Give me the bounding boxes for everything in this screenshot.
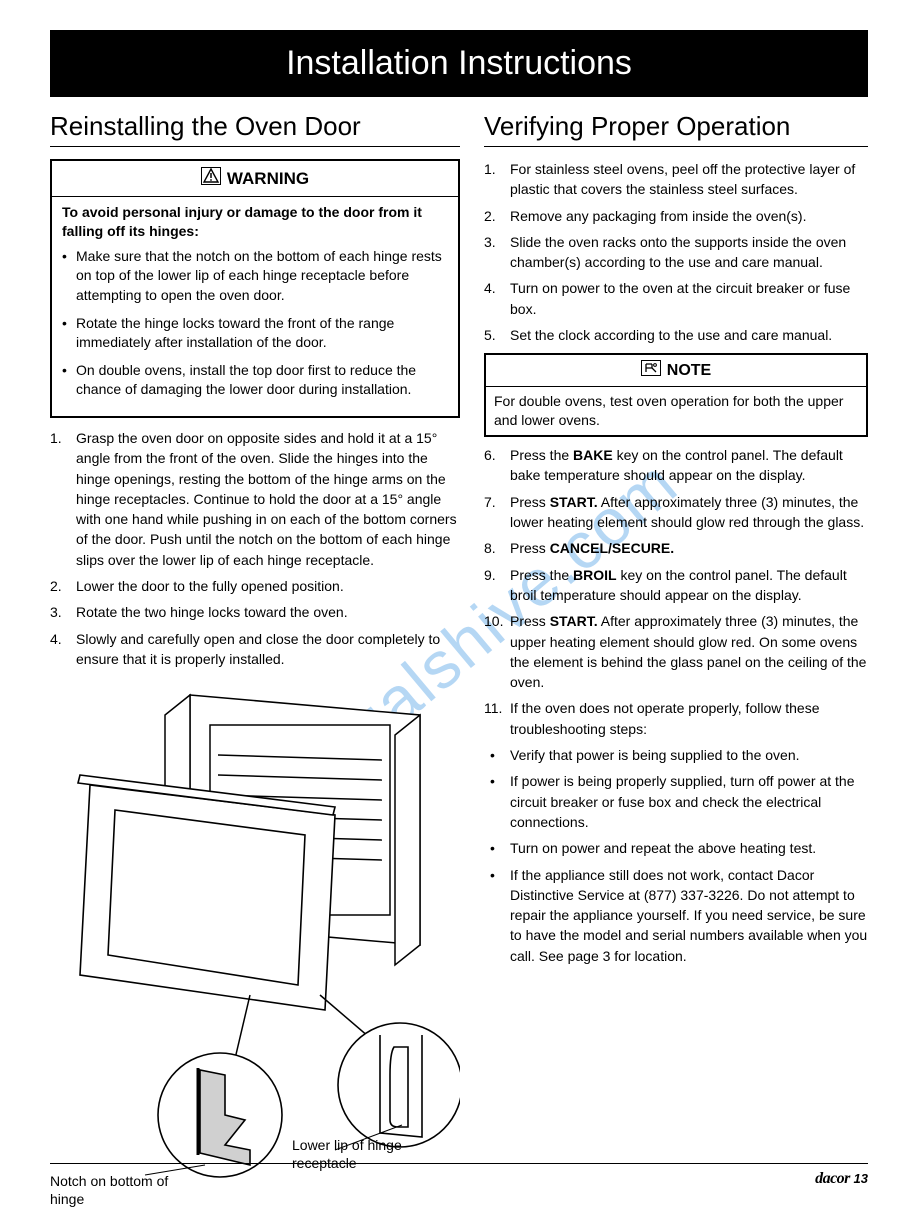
warning-item: Make sure that the notch on the bottom o… xyxy=(62,247,448,306)
step-item: Rotate the two hinge locks toward the ov… xyxy=(50,602,460,622)
step-item: Press the BROIL key on the control panel… xyxy=(484,565,868,606)
step-item: Lower the door to the fully opened posit… xyxy=(50,576,460,596)
left-steps: Grasp the oven door on opposite sides an… xyxy=(50,428,460,669)
bullet-item: If power is being properly supplied, tur… xyxy=(484,771,868,832)
right-column: Verifying Proper Operation For stainless… xyxy=(484,111,868,1195)
page-number: 13 xyxy=(854,1171,868,1186)
step-item: Press START. After approximately three (… xyxy=(484,611,868,692)
step-item: Slowly and carefully open and close the … xyxy=(50,629,460,670)
warning-box: WARNING To avoid personal injury or dama… xyxy=(50,159,460,418)
troubleshoot-bullets: Verify that power is being supplied to t… xyxy=(484,745,868,966)
bullet-item: Verify that power is being supplied to t… xyxy=(484,745,868,765)
note-box: NOTE For double ovens, test oven operati… xyxy=(484,353,868,437)
page-header: Installation Instructions xyxy=(50,30,868,97)
page-footer: dacor 13 xyxy=(50,1163,868,1188)
step-item: Slide the oven racks onto the supports i… xyxy=(484,232,868,273)
step-item: Grasp the oven door on opposite sides an… xyxy=(50,428,460,570)
right-steps-b: Press the BAKE key on the control panel.… xyxy=(484,445,868,739)
warning-item: On double ovens, install the top door fi… xyxy=(62,361,448,400)
note-body: For double ovens, test oven operation fo… xyxy=(486,387,866,435)
warning-intro: To avoid personal injury or damage to th… xyxy=(52,197,458,243)
note-header: NOTE xyxy=(486,355,866,387)
step-item: Turn on power to the oven at the circuit… xyxy=(484,278,868,319)
step-item: Press START. After approximately three (… xyxy=(484,492,868,533)
warning-item: Rotate the hinge locks toward the front … xyxy=(62,314,448,353)
step-item: Remove any packaging from inside the ove… xyxy=(484,206,868,226)
content-columns: Reinstalling the Oven Door WARNING To av… xyxy=(0,111,918,1195)
right-steps-a: For stainless steel ovens, peel off the … xyxy=(484,159,868,345)
warning-label: WARNING xyxy=(227,169,309,189)
right-section-title: Verifying Proper Operation xyxy=(484,111,868,147)
step-item: If the oven does not operate properly, f… xyxy=(484,698,868,739)
bullet-item: Turn on power and repeat the above heati… xyxy=(484,838,868,858)
warning-icon xyxy=(201,167,221,190)
note-icon xyxy=(641,360,661,381)
brand-logo: dacor xyxy=(815,1170,850,1187)
oven-door-diagram: Notch on bottom of hinge Lower lip of hi… xyxy=(50,675,460,1195)
step-item: For stainless steel ovens, peel off the … xyxy=(484,159,868,200)
warning-list: Make sure that the notch on the bottom o… xyxy=(52,243,458,416)
left-section-title: Reinstalling the Oven Door xyxy=(50,111,460,147)
step-item: Press the BAKE key on the control panel.… xyxy=(484,445,868,486)
warning-header: WARNING xyxy=(52,161,458,197)
left-column: Reinstalling the Oven Door WARNING To av… xyxy=(50,111,460,1195)
step-item: Set the clock according to the use and c… xyxy=(484,325,868,345)
bullet-item: If the appliance still does not work, co… xyxy=(484,865,868,966)
step-item: Press CANCEL/SECURE. xyxy=(484,538,868,558)
note-label: NOTE xyxy=(667,362,711,380)
